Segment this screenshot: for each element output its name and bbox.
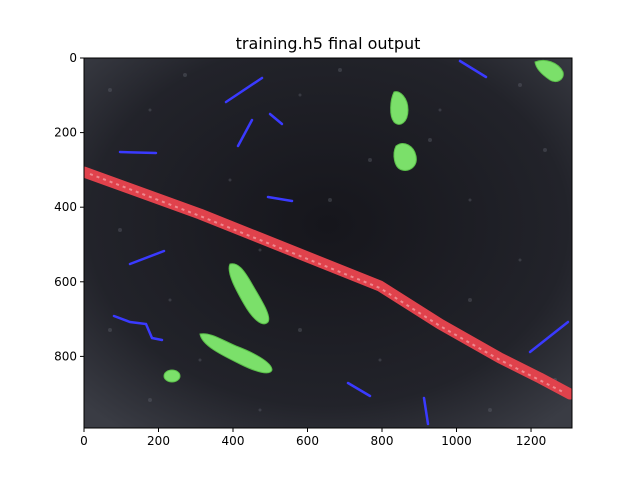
x-tick-label: 400 [222, 434, 245, 448]
x-tick-label: 1200 [516, 434, 547, 448]
red-filament-mask [84, 166, 572, 400]
y-tick-label: 800 [54, 349, 77, 363]
green-masks [163, 59, 564, 383]
y-axis-ticks: 0 200 400 600 800 [54, 51, 84, 363]
x-tick-label: 800 [371, 434, 394, 448]
segmentation-image [84, 58, 572, 428]
blue-masks [112, 59, 570, 426]
y-tick-label: 400 [54, 200, 77, 214]
figure-title: training.h5 final output [236, 34, 421, 53]
y-tick-label: 0 [69, 51, 77, 65]
x-axis-ticks: 0 200 400 600 800 1000 1200 [80, 428, 546, 448]
y-tick-label: 600 [54, 275, 77, 289]
x-tick-label: 0 [80, 434, 88, 448]
axes-frame [83, 57, 573, 429]
x-tick-label: 600 [296, 434, 319, 448]
background-speckles [108, 68, 557, 412]
image-background [84, 58, 572, 428]
x-tick-label: 200 [147, 434, 170, 448]
x-tick-label: 1000 [441, 434, 472, 448]
y-tick-label: 200 [54, 126, 77, 140]
